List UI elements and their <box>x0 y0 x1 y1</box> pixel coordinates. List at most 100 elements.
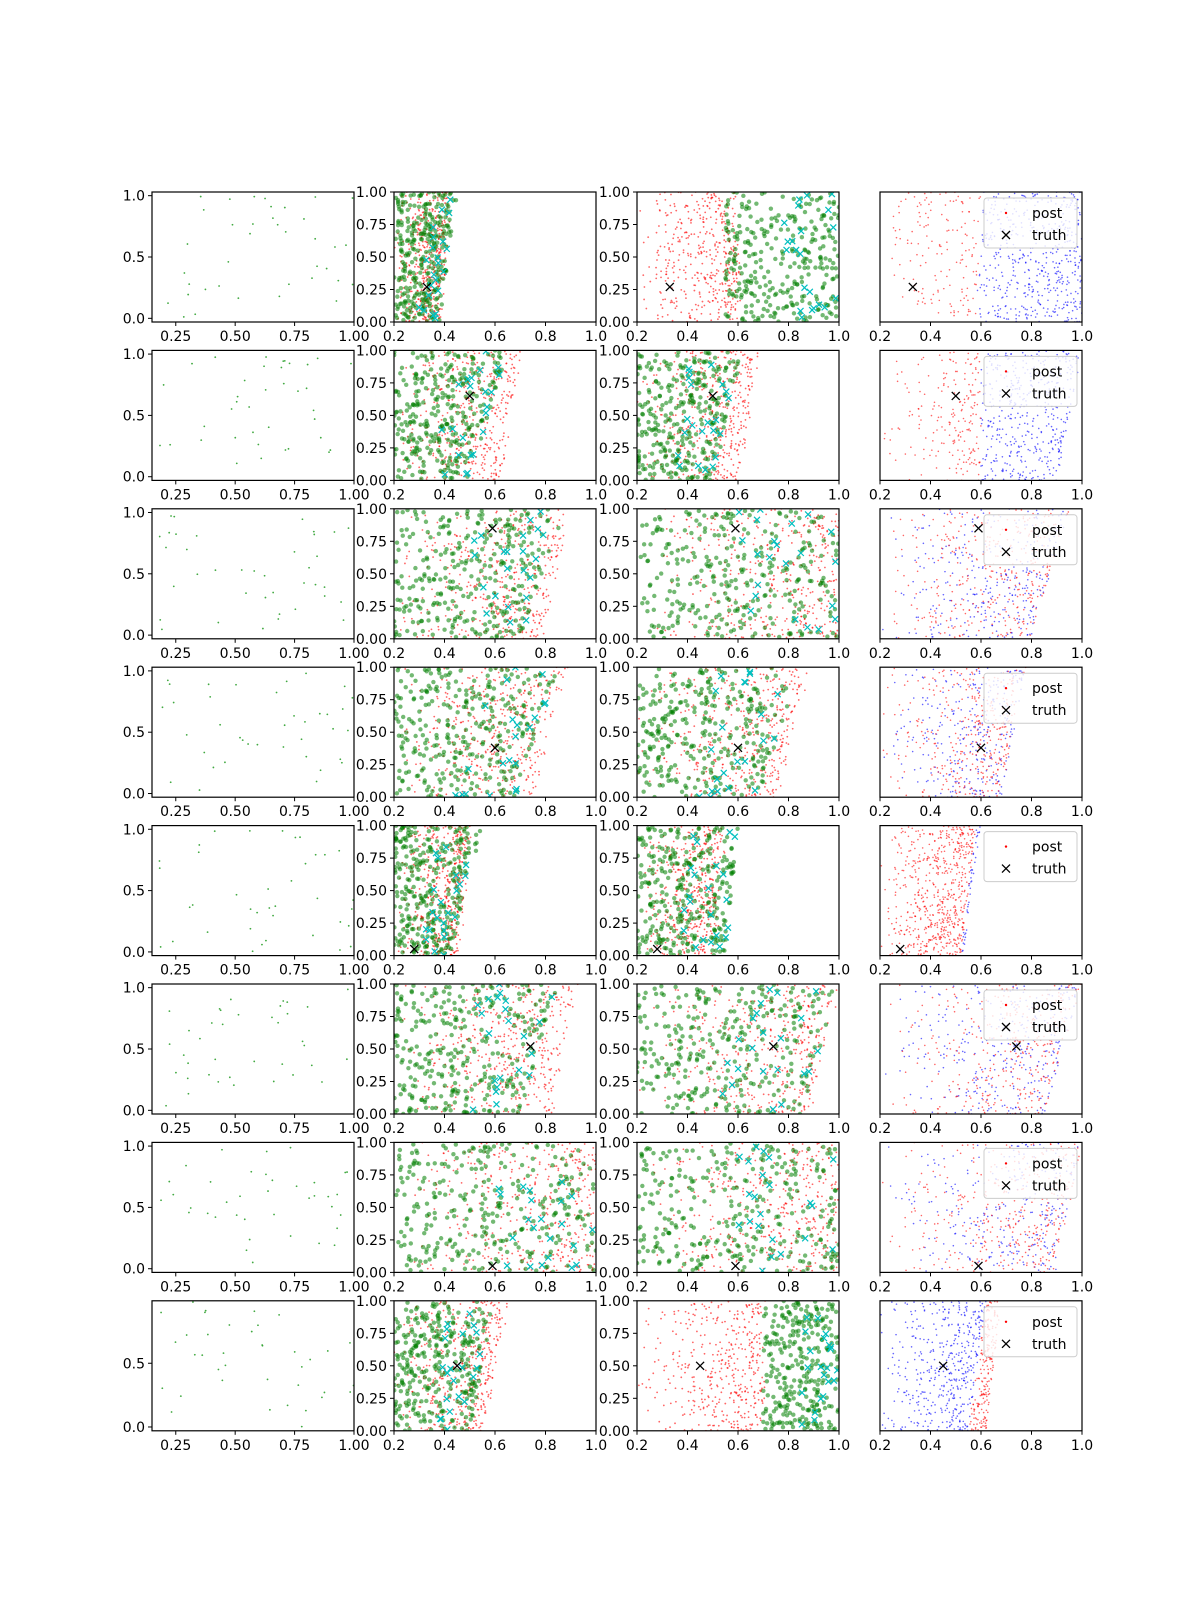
posterior-point <box>509 380 512 382</box>
prior-point <box>999 248 1001 250</box>
prior-point <box>1036 414 1039 417</box>
prior-point <box>1067 260 1070 263</box>
sample-point <box>400 428 406 434</box>
highlight-marker <box>797 227 805 235</box>
posterior-point <box>940 270 942 273</box>
posterior-point <box>500 399 503 402</box>
panel-r2-c3-frame <box>636 349 840 481</box>
posterior-point <box>925 196 928 199</box>
posterior-point <box>732 475 735 478</box>
posterior-point <box>971 384 974 386</box>
prior-point <box>1032 420 1034 422</box>
posterior-point <box>940 406 943 409</box>
sample-point <box>748 214 753 219</box>
prior-point <box>1030 477 1033 480</box>
posterior-point <box>717 270 720 272</box>
posterior-point <box>744 366 747 369</box>
posterior-point <box>471 599 474 602</box>
posterior-point <box>454 591 457 594</box>
sample-point <box>722 418 727 424</box>
posterior-point <box>478 473 481 476</box>
posterior-point <box>654 410 657 413</box>
posterior-point <box>920 474 923 476</box>
sample-point <box>397 275 402 281</box>
posterior-point <box>748 389 751 391</box>
highlight-marker <box>796 250 804 258</box>
posterior-point <box>719 439 722 441</box>
posterior-point <box>527 587 529 589</box>
sample-point <box>460 381 466 386</box>
panel-r3-c2: 0.2 0.4 0.6 0.8 1.00.000.250.500.751.00 <box>356 502 607 662</box>
posterior-point <box>931 449 933 451</box>
sample-point <box>739 292 744 298</box>
prior-point <box>985 435 988 438</box>
observed-points <box>167 195 354 318</box>
sample-point <box>817 255 823 260</box>
sample-point <box>464 421 469 427</box>
posterior-point <box>467 351 469 354</box>
sample-point <box>828 216 834 221</box>
posterior-point <box>725 290 728 292</box>
posterior-point <box>696 200 698 203</box>
sample-point <box>807 201 812 207</box>
posterior-point <box>505 559 508 562</box>
posterior-point <box>703 240 705 243</box>
sample-point <box>729 266 734 271</box>
sample-point <box>654 352 659 358</box>
prior-point <box>1024 354 1027 357</box>
posterior-point <box>436 372 439 375</box>
sample-point <box>743 263 748 268</box>
posterior-point <box>550 556 553 558</box>
posterior-point <box>673 280 675 282</box>
observed-point <box>188 283 191 286</box>
sample-point <box>637 449 642 454</box>
posterior-point <box>440 388 442 390</box>
observed-point <box>308 566 310 569</box>
posterior-point <box>671 319 674 322</box>
posterior-point <box>704 278 707 281</box>
posterior-point <box>671 301 674 304</box>
posterior-point <box>414 252 417 255</box>
panel-r1-c1: 0.25 0.50 0.75 1.000.00.51.0 <box>123 189 370 345</box>
posterior-point <box>443 354 446 357</box>
prior-point <box>1024 262 1027 264</box>
posterior-point <box>742 405 745 407</box>
sample-point <box>687 400 692 405</box>
posterior-point <box>696 319 699 322</box>
posterior-point <box>705 250 708 253</box>
posterior-point <box>742 354 744 357</box>
panel-r1-c2-ytick-label: 1.00 <box>356 185 387 201</box>
posterior-point <box>955 261 958 264</box>
prior-point <box>1045 251 1047 254</box>
posterior-point <box>410 617 413 620</box>
posterior-point <box>477 547 479 550</box>
prior-point <box>997 193 1000 195</box>
posterior-point <box>674 414 677 417</box>
posterior-point <box>495 459 498 462</box>
sample-point <box>463 394 469 399</box>
posterior-point <box>938 299 941 302</box>
posterior-point <box>690 221 692 224</box>
observed-point <box>351 197 354 199</box>
posterior-point <box>932 440 934 442</box>
prior-point <box>1038 350 1040 353</box>
posterior-point <box>680 380 683 383</box>
posterior-point <box>952 440 954 443</box>
posterior-point <box>414 313 417 316</box>
observed-point <box>218 285 220 287</box>
prior-point <box>1014 296 1016 298</box>
posterior-point <box>445 456 447 458</box>
sample-point <box>821 213 827 219</box>
posterior-point <box>961 291 963 293</box>
panel-r2-c3-xtick-label: 0.4 <box>676 487 698 503</box>
posterior-point <box>667 262 670 265</box>
posterior-point <box>756 352 759 355</box>
posterior-point <box>684 271 687 274</box>
sample-point <box>647 390 652 395</box>
prior-point <box>1065 429 1067 432</box>
posterior-point <box>743 401 746 404</box>
posterior-point <box>967 352 970 355</box>
panel-r2-c4-xtick-label: 0.6 <box>970 487 992 503</box>
posterior-point <box>422 634 424 637</box>
sample-point <box>714 411 720 416</box>
